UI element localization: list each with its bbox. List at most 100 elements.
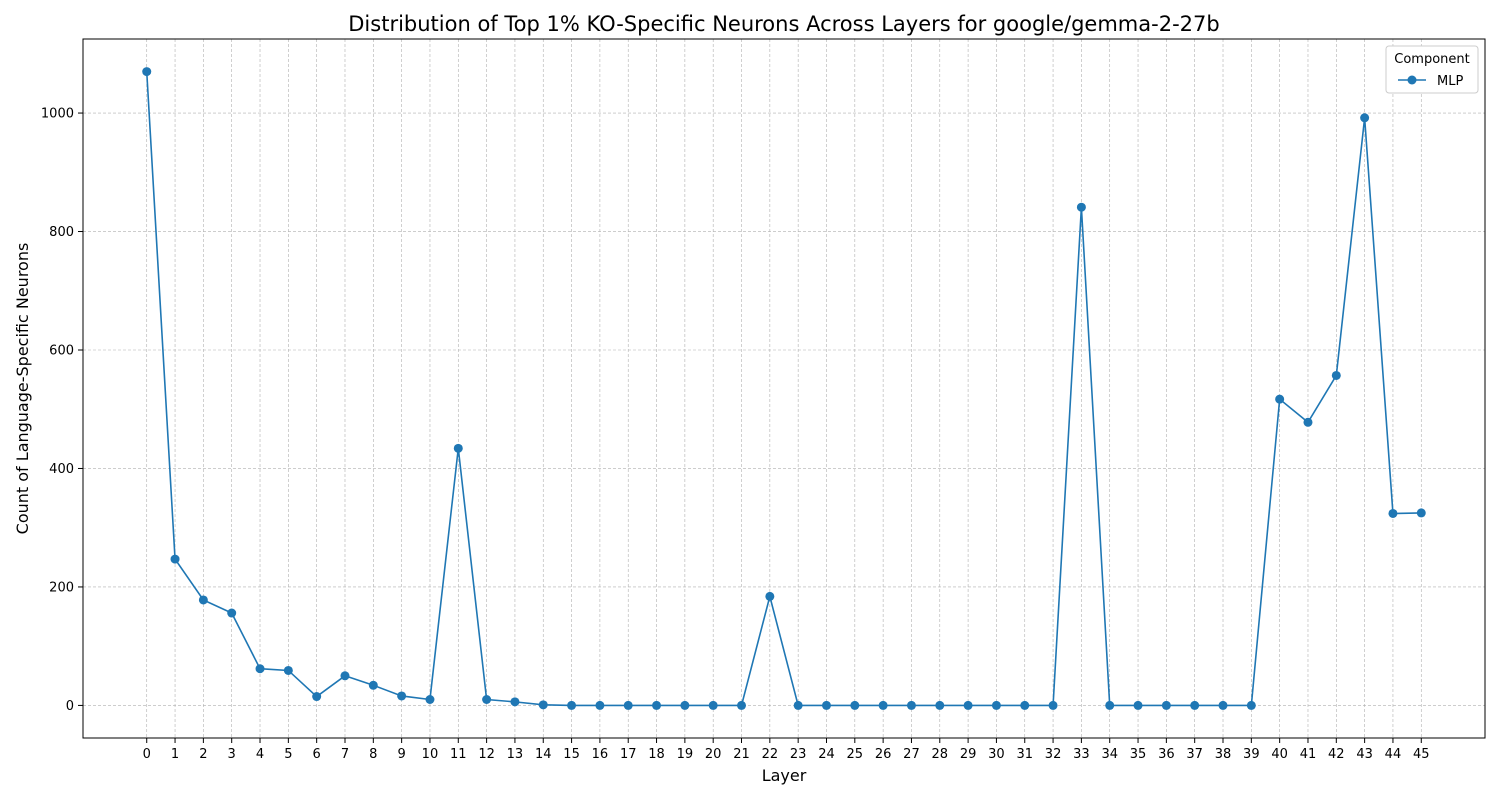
data-point — [1076, 202, 1086, 212]
data-point — [453, 443, 463, 453]
x-tick-label: 10 — [422, 747, 439, 762]
x-tick-label: 28 — [932, 747, 949, 762]
x-tick-label: 41 — [1300, 747, 1317, 762]
data-point — [1105, 700, 1115, 710]
data-point — [906, 700, 916, 710]
data-point — [850, 700, 860, 710]
y-tick-label: 0 — [66, 699, 74, 714]
x-tick-label: 31 — [1016, 747, 1033, 762]
y-tick-label: 600 — [49, 343, 74, 358]
data-point — [623, 700, 633, 710]
x-axis: 0 1 2 3 4 5 6 7 8 9 10 11 12 13 14 15 16 17 18 19 20 21 22 23 24… — [143, 738, 1430, 762]
x-tick-label: 35 — [1130, 747, 1147, 762]
data-point — [1218, 700, 1228, 710]
x-tick-label: 18 — [648, 747, 665, 762]
y-tick-label: 200 — [49, 580, 74, 595]
data-point — [1048, 700, 1058, 710]
data-point — [1246, 700, 1256, 710]
y-axis-label: Count of Language-Specific Neurons — [13, 243, 32, 535]
data-point — [255, 664, 265, 674]
data-point — [397, 691, 407, 701]
x-tick-label: 38 — [1215, 747, 1232, 762]
series-line-mlp — [145, 71, 1422, 707]
series-layer — [142, 67, 1426, 710]
x-tick-label: 12 — [478, 747, 495, 762]
x-tick-label: 1 — [171, 747, 179, 762]
chart-title: Distribution of Top 1% KO-Specific Neuro… — [348, 12, 1219, 36]
data-point — [340, 671, 350, 681]
x-tick-label: 17 — [620, 747, 637, 762]
data-point — [878, 700, 888, 710]
data-point — [737, 700, 747, 710]
data-point — [652, 700, 662, 710]
x-tick-label: 22 — [762, 747, 779, 762]
x-tick-label: 7 — [341, 747, 349, 762]
x-tick-label: 40 — [1271, 747, 1288, 762]
x-tick-label: 21 — [733, 747, 750, 762]
y-tick-label: 400 — [49, 462, 74, 477]
data-point — [283, 665, 293, 675]
x-tick-label: 42 — [1328, 747, 1345, 762]
grid — [83, 39, 1485, 738]
data-point — [368, 680, 378, 690]
x-tick-label: 11 — [450, 747, 467, 762]
legend-title: Component — [1394, 52, 1469, 67]
data-point — [1275, 394, 1285, 404]
x-tick-label: 19 — [677, 747, 694, 762]
x-tick-label: 13 — [507, 747, 524, 762]
x-tick-label: 5 — [284, 747, 292, 762]
data-point — [538, 700, 548, 710]
data-point — [935, 700, 945, 710]
y-tick-label: 1000 — [41, 107, 74, 122]
x-tick-label: 34 — [1101, 747, 1118, 762]
data-point — [680, 700, 690, 710]
data-point — [963, 700, 973, 710]
x-tick-label: 15 — [563, 747, 580, 762]
data-point — [170, 554, 180, 564]
y-tick-label: 800 — [49, 225, 74, 240]
x-tick-label: 3 — [228, 747, 236, 762]
data-point — [793, 700, 803, 710]
x-tick-label: 43 — [1356, 747, 1373, 762]
data-point — [198, 595, 208, 605]
plot-frame — [82, 38, 1486, 739]
data-point — [1416, 508, 1426, 518]
legend: Component MLP — [1385, 45, 1479, 94]
x-tick-label: 9 — [397, 747, 405, 762]
x-tick-label: 16 — [592, 747, 609, 762]
x-tick-label: 45 — [1413, 747, 1430, 762]
x-tick-label: 39 — [1243, 747, 1260, 762]
data-point — [425, 694, 435, 704]
data-point — [567, 700, 577, 710]
data-point — [510, 697, 520, 707]
data-point — [142, 67, 152, 77]
x-tick-label: 25 — [847, 747, 864, 762]
data-point — [1303, 417, 1313, 427]
x-tick-label: 4 — [256, 747, 264, 762]
data-point — [1161, 700, 1171, 710]
data-point — [1020, 700, 1030, 710]
x-tick-label: 33 — [1073, 747, 1090, 762]
data-point — [821, 700, 831, 710]
y-axis: 0 200 400 600 800 1000 — [41, 107, 83, 714]
data-point — [312, 692, 322, 702]
data-point — [1190, 700, 1200, 710]
data-point — [765, 591, 775, 601]
x-tick-label: 37 — [1186, 747, 1203, 762]
legend-marker — [1407, 75, 1417, 85]
x-tick-label: 26 — [875, 747, 892, 762]
x-tick-label: 8 — [369, 747, 377, 762]
x-tick-label: 0 — [143, 747, 151, 762]
data-point — [227, 608, 237, 618]
x-tick-label: 29 — [960, 747, 977, 762]
data-point — [1360, 113, 1370, 123]
x-tick-label: 36 — [1158, 747, 1175, 762]
x-tick-label: 27 — [903, 747, 920, 762]
x-tick-label: 14 — [535, 747, 552, 762]
x-tick-label: 20 — [705, 747, 722, 762]
data-point — [1133, 700, 1143, 710]
data-point — [595, 700, 605, 710]
data-point — [1331, 370, 1341, 380]
x-tick-label: 30 — [988, 747, 1005, 762]
